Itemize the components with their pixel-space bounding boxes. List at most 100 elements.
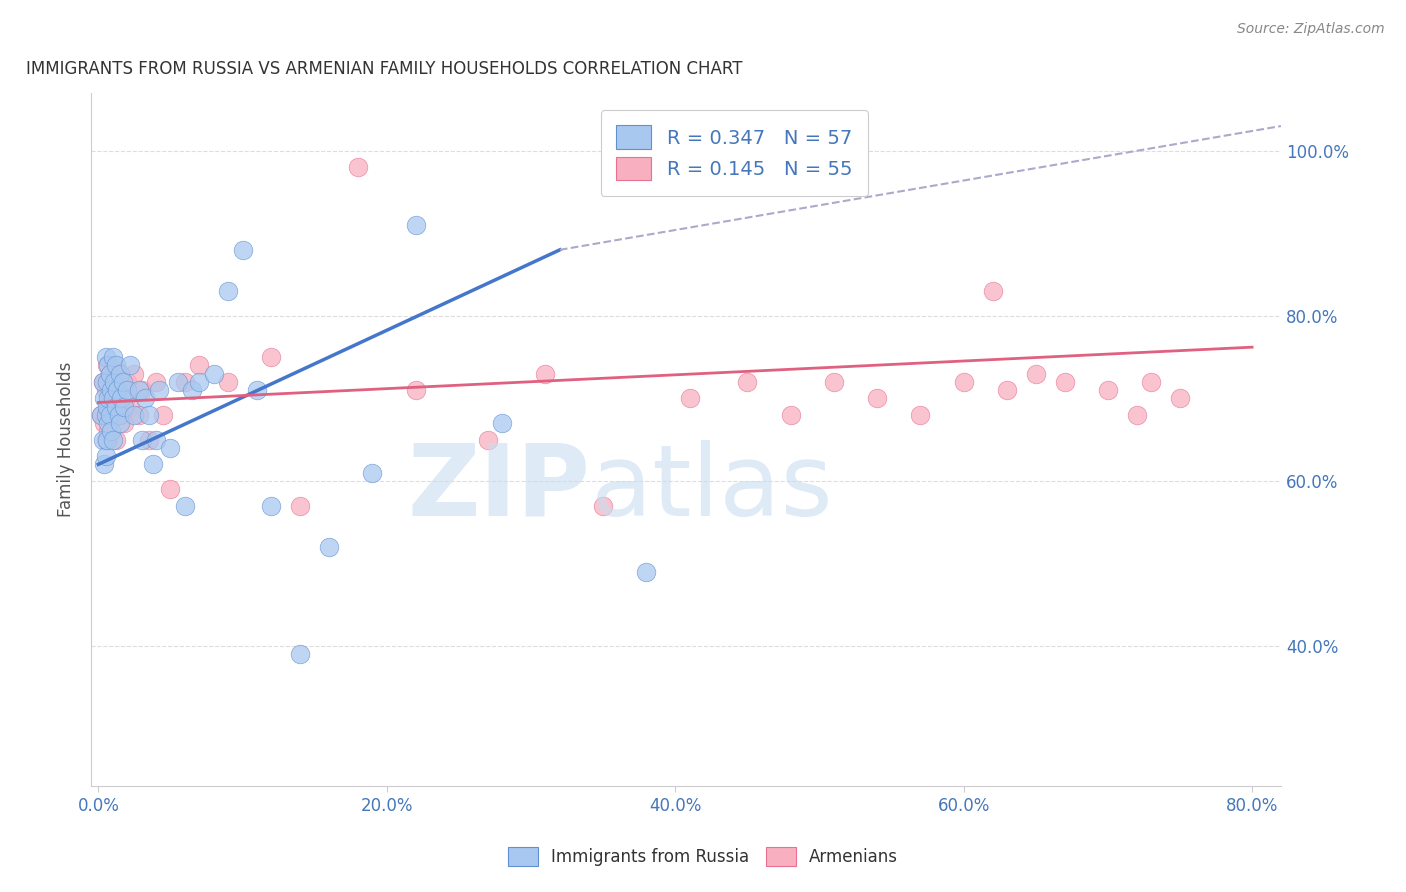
Point	[94, 433, 117, 447]
Point	[94, 449, 117, 463]
Point	[112, 400, 135, 414]
Point	[145, 375, 167, 389]
Point	[134, 392, 156, 406]
Point	[138, 408, 160, 422]
Point	[779, 408, 801, 422]
Point	[592, 499, 614, 513]
Point	[679, 392, 702, 406]
Point	[97, 359, 120, 373]
Legend: R = 0.347   N = 57, R = 0.145   N = 55: R = 0.347 N = 57, R = 0.145 N = 55	[600, 110, 868, 196]
Point	[124, 408, 146, 422]
Point	[290, 499, 312, 513]
Point	[97, 392, 120, 406]
Point	[100, 392, 122, 406]
Point	[91, 433, 114, 447]
Point	[107, 408, 129, 422]
Point	[93, 416, 115, 430]
Point	[101, 350, 124, 364]
Point	[96, 359, 118, 373]
Point	[120, 400, 142, 414]
Point	[100, 425, 122, 439]
Point	[246, 383, 269, 397]
Point	[107, 400, 129, 414]
Point	[823, 375, 845, 389]
Point	[181, 383, 204, 397]
Point	[131, 383, 153, 397]
Point	[148, 383, 170, 397]
Point	[405, 218, 427, 232]
Point	[128, 408, 150, 422]
Text: Source: ZipAtlas.com: Source: ZipAtlas.com	[1237, 22, 1385, 37]
Point	[217, 284, 239, 298]
Point	[159, 482, 181, 496]
Point	[1097, 383, 1119, 397]
Legend: Immigrants from Russia, Armenians: Immigrants from Russia, Armenians	[499, 838, 907, 875]
Point	[952, 375, 974, 389]
Y-axis label: Family Households: Family Households	[58, 362, 75, 517]
Point	[105, 375, 128, 389]
Point	[104, 433, 127, 447]
Point	[232, 243, 254, 257]
Point	[93, 392, 115, 406]
Point	[152, 408, 174, 422]
Point	[90, 408, 112, 422]
Point	[105, 383, 128, 397]
Point	[260, 350, 283, 364]
Point	[98, 367, 121, 381]
Point	[534, 367, 557, 381]
Point	[115, 375, 138, 389]
Point	[318, 540, 340, 554]
Point	[103, 375, 125, 389]
Point	[1168, 392, 1191, 406]
Point	[260, 499, 283, 513]
Point	[96, 433, 118, 447]
Point	[96, 375, 118, 389]
Point	[104, 400, 127, 414]
Point	[108, 367, 131, 381]
Point	[217, 375, 239, 389]
Point	[188, 359, 211, 373]
Point	[405, 383, 427, 397]
Point	[347, 161, 370, 175]
Point	[108, 367, 131, 381]
Point	[361, 466, 384, 480]
Point	[101, 359, 124, 373]
Point	[910, 408, 932, 422]
Text: IMMIGRANTS FROM RUSSIA VS ARMENIAN FAMILY HOUSEHOLDS CORRELATION CHART: IMMIGRANTS FROM RUSSIA VS ARMENIAN FAMIL…	[25, 60, 742, 78]
Point	[477, 433, 499, 447]
Point	[112, 416, 135, 430]
Point	[100, 383, 122, 397]
Text: atlas: atlas	[591, 440, 832, 537]
Point	[1053, 375, 1076, 389]
Point	[1125, 408, 1147, 422]
Point	[128, 383, 150, 397]
Point	[90, 408, 112, 422]
Point	[93, 458, 115, 472]
Point	[94, 350, 117, 364]
Point	[124, 367, 146, 381]
Point	[97, 416, 120, 430]
Point	[120, 359, 142, 373]
Point	[174, 499, 197, 513]
Point	[94, 383, 117, 397]
Point	[290, 647, 312, 661]
Point	[110, 392, 132, 406]
Point	[110, 408, 132, 422]
Point	[96, 400, 118, 414]
Point	[115, 383, 138, 397]
Point	[101, 408, 124, 422]
Point	[138, 433, 160, 447]
Point	[636, 565, 658, 579]
Point	[103, 383, 125, 397]
Point	[101, 392, 124, 406]
Point	[98, 367, 121, 381]
Point	[1140, 375, 1163, 389]
Point	[145, 433, 167, 447]
Point	[104, 359, 127, 373]
Point	[1025, 367, 1047, 381]
Point	[97, 400, 120, 414]
Point	[166, 375, 188, 389]
Point	[91, 375, 114, 389]
Point	[737, 375, 759, 389]
Point	[142, 458, 165, 472]
